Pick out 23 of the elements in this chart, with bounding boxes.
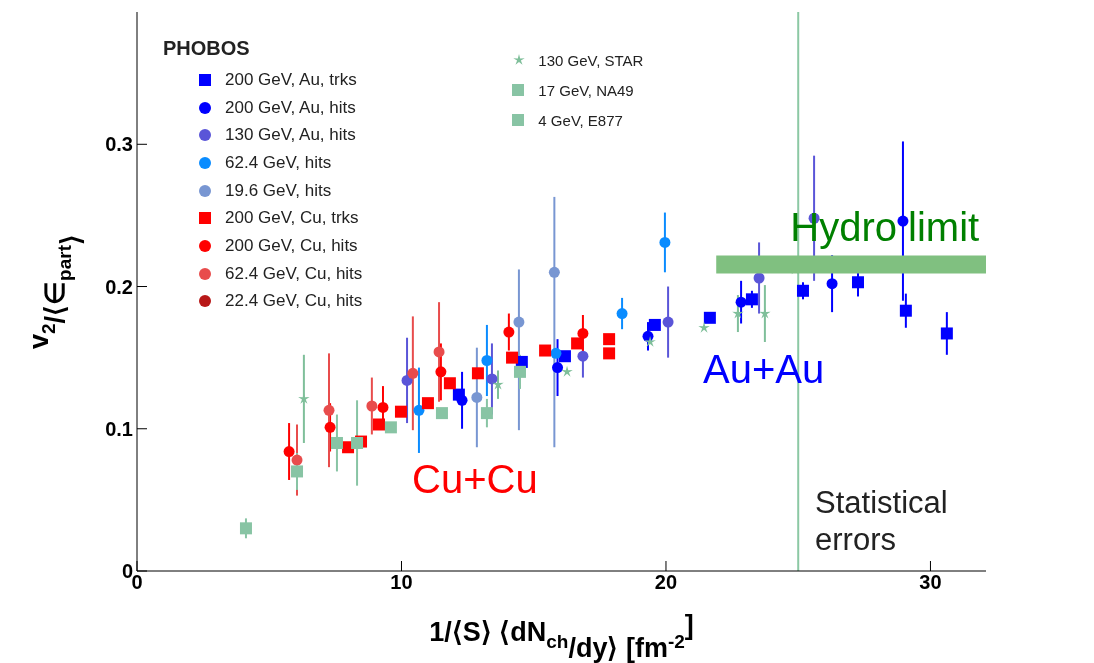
annotation: Statistical errors (815, 484, 949, 559)
legend-label: 130 GeV, STAR (538, 51, 644, 69)
annotation: Cu+Cu (412, 456, 539, 503)
legend-label: 62.4 GeV, Cu, hits (225, 263, 363, 284)
legend-label: 200 GeV, Cu, trks (225, 208, 359, 229)
legend-label: 62.4 GeV, hits (225, 152, 332, 173)
legend-label: 17 GeV, NA49 (538, 81, 634, 99)
legend-label: 200 GeV, Au, trks (225, 69, 357, 90)
legend-label: 200 GeV, Cu, hits (225, 235, 358, 256)
legend-label: 130 GeV, Au, hits (225, 125, 356, 146)
x-tick-label: 20 (654, 571, 678, 594)
legend-label: 4 GeV, E877 (538, 111, 623, 129)
x-tick-label: 10 (390, 571, 413, 594)
x-tick-label: 30 (919, 571, 942, 594)
legend-title: PHOBOS (163, 37, 251, 60)
y-tick-label: 0.3 (105, 133, 133, 156)
legend-label: 22.4 GeV, Cu, hits (225, 291, 363, 312)
annotation: Au+Au (703, 346, 826, 393)
y-tick-label: 0.2 (105, 275, 133, 298)
legend-label: 200 GeV, Au, hits (225, 97, 356, 118)
x-axis-title: 1/⟨S⟩ ⟨dN$_{ch}$/dy⟩ [fm$^{-2}$] (429, 610, 694, 663)
legend-label: 19.6 GeV, hits (225, 180, 332, 201)
y-tick-label: 0.1 (105, 417, 133, 440)
